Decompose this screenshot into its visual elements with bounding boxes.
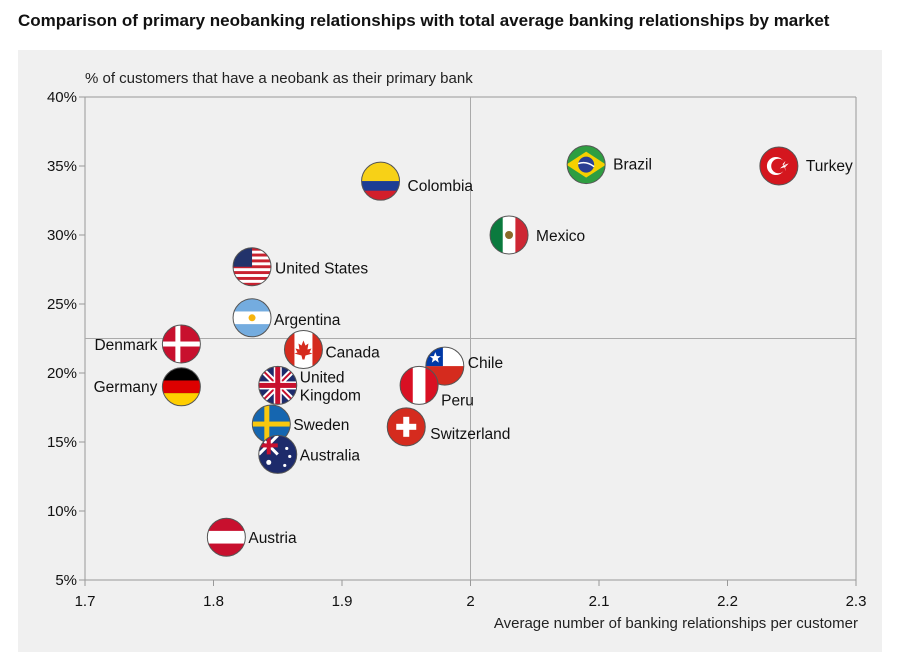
- switzerland-flag-icon: [387, 407, 426, 446]
- data-point-australia: Australia: [258, 434, 361, 474]
- point-label-colombia: Colombia: [408, 178, 474, 195]
- point-outline: [399, 365, 439, 405]
- y-tick-label: 35%: [47, 158, 77, 175]
- point-label-united-kingdom: United Kingdom: [300, 369, 361, 404]
- point-outline: [161, 324, 201, 364]
- point-outline: [759, 146, 799, 186]
- point-label-switzerland: Switzerland: [430, 426, 510, 443]
- x-tick-label: 2: [466, 593, 474, 610]
- data-point-sweden: Sweden: [251, 404, 349, 444]
- data-point-united-states: United States: [232, 247, 368, 287]
- x-tick-label: 1.9: [332, 593, 353, 610]
- point-label-canada: Canada: [325, 345, 380, 362]
- y-tick-label: 25%: [47, 296, 77, 313]
- x-tick-label: 2.1: [589, 593, 610, 610]
- austria-flag-icon: [207, 518, 246, 557]
- point-outline: [489, 215, 529, 255]
- point-outline: [283, 330, 323, 370]
- data-point-united-kingdom: United Kingdom: [258, 365, 361, 405]
- brazil-flag-icon: [567, 145, 606, 184]
- point-label-peru: Peru: [441, 392, 474, 409]
- point-outline: [566, 145, 606, 185]
- point-outline: [258, 434, 298, 474]
- point-outline: [206, 517, 246, 557]
- chart-title: Comparison of primary neobanking relatio…: [18, 11, 830, 30]
- x-axis-label: Average number of banking relationships …: [494, 615, 858, 632]
- data-point-germany: Germany: [94, 367, 201, 407]
- point-outline: [232, 298, 272, 338]
- argentina-flag-icon: [233, 298, 272, 337]
- data-point-switzerland: Switzerland: [386, 407, 510, 447]
- data-point-colombia: Colombia: [361, 161, 474, 201]
- x-tick-label: 1.7: [75, 593, 96, 610]
- mexico-flag-icon: [490, 216, 529, 254]
- point-label-argentina: Argentina: [274, 312, 341, 329]
- point-label-germany: Germany: [94, 379, 158, 396]
- y-tick-label: 10%: [47, 503, 77, 520]
- turkey-flag-icon: [759, 147, 798, 185]
- data-point-peru: Peru: [399, 365, 474, 409]
- data-point-austria: Austria: [206, 517, 297, 557]
- point-outline: [361, 161, 401, 201]
- data-point-argentina: Argentina: [232, 298, 341, 338]
- y-tick-label: 30%: [47, 227, 77, 244]
- united-kingdom-flag-icon: [258, 366, 297, 405]
- point-label-mexico: Mexico: [536, 228, 585, 245]
- x-tick-label: 1.8: [203, 593, 224, 610]
- peru-flag-icon: [400, 366, 439, 405]
- colombia-flag-icon: [361, 162, 400, 201]
- y-tick-label: 20%: [47, 365, 77, 382]
- data-point-denmark: Denmark: [94, 324, 201, 364]
- point-label-turkey: Turkey: [806, 158, 853, 175]
- point-label-brazil: Brazil: [613, 157, 652, 174]
- germany-flag-icon: [162, 367, 201, 406]
- point-label-united-states: United States: [275, 261, 368, 278]
- point-outline: [161, 367, 201, 407]
- point-label-chile: Chile: [468, 355, 503, 372]
- point-label-australia: Australia: [300, 447, 361, 464]
- data-point-mexico: Mexico: [489, 215, 585, 255]
- point-label-denmark: Denmark: [94, 337, 157, 354]
- point-outline: [232, 247, 272, 287]
- point-outline: [386, 407, 426, 447]
- y-tick-label: 5%: [55, 572, 77, 589]
- point-label-austria: Austria: [248, 530, 297, 547]
- y-axis-label: % of customers that have a neobank as th…: [85, 70, 473, 87]
- canada-flag-icon: [284, 330, 323, 369]
- data-point-canada: Canada: [283, 330, 380, 370]
- data-point-brazil: Brazil: [566, 145, 652, 185]
- x-tick-label: 2.3: [846, 593, 867, 610]
- data-point-turkey: Turkey: [759, 146, 853, 186]
- y-tick-label: 15%: [47, 434, 77, 451]
- y-tick-label: 40%: [47, 89, 77, 106]
- point-outline: [425, 346, 465, 386]
- denmark-flag-icon: [162, 325, 201, 364]
- point-outline: [258, 365, 298, 405]
- x-tick-label: 2.2: [717, 593, 738, 610]
- point-label-sweden: Sweden: [293, 417, 349, 434]
